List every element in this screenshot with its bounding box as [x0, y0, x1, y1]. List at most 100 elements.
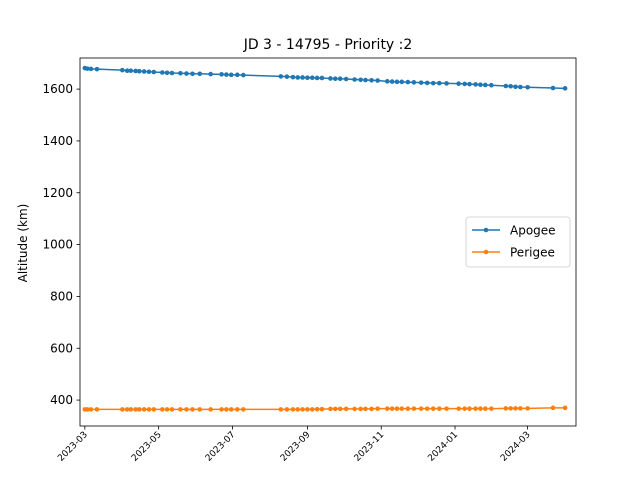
- y-tick-label: 1600: [42, 82, 73, 96]
- data-point-apogee: [159, 70, 165, 75]
- data-point-perigee: [503, 406, 509, 411]
- data-point-perigee: [337, 406, 343, 412]
- data-point-perigee: [358, 406, 363, 412]
- data-point-perigee: [352, 406, 357, 412]
- data-point-apogee: [224, 72, 229, 77]
- data-point-apogee: [128, 68, 134, 73]
- data-point-perigee: [462, 406, 468, 411]
- data-point-apogee: [525, 84, 530, 90]
- data-point-perigee: [437, 406, 442, 411]
- data-point-perigee: [295, 407, 301, 412]
- data-point-apogee: [369, 77, 374, 83]
- data-point-perigee: [444, 406, 449, 411]
- data-point-perigee: [228, 407, 234, 412]
- data-point-apogee: [444, 81, 449, 86]
- data-point-apogee: [88, 66, 94, 72]
- data-point-perigee: [508, 406, 513, 411]
- data-point-apogee: [94, 66, 100, 72]
- data-point-apogee: [462, 81, 468, 87]
- data-point-perigee: [478, 406, 483, 411]
- data-point-apogee: [136, 68, 142, 74]
- data-point-perigee: [399, 406, 405, 411]
- data-point-perigee: [332, 406, 338, 412]
- data-point-perigee: [219, 407, 224, 412]
- data-point-apogee: [184, 71, 189, 76]
- data-point-perigee: [94, 407, 100, 412]
- data-point-perigee: [513, 406, 518, 411]
- axes-frame: [79, 57, 577, 427]
- data-point-apogee: [343, 76, 349, 82]
- data-point-perigee: [190, 407, 195, 412]
- data-point-perigee: [141, 407, 147, 412]
- data-point-perigee: [88, 407, 94, 412]
- data-point-apogee: [411, 80, 417, 85]
- data-point-perigee: [418, 406, 424, 411]
- data-point-perigee: [305, 407, 310, 412]
- data-point-apogee: [550, 85, 556, 91]
- data-point-apogee: [518, 84, 523, 90]
- data-point-apogee: [278, 74, 284, 79]
- data-point-perigee: [405, 406, 411, 411]
- data-point-apogee: [295, 75, 301, 80]
- data-point-apogee: [309, 75, 315, 80]
- data-point-apogee: [473, 82, 478, 87]
- data-point-perigee: [363, 406, 368, 412]
- data-point-perigee: [124, 407, 130, 412]
- data-point-apogee: [319, 75, 325, 81]
- data-point-perigee: [169, 407, 175, 412]
- data-point-apogee: [513, 84, 518, 90]
- data-point-apogee: [178, 70, 183, 76]
- data-point-apogee: [219, 72, 224, 77]
- data-point-apogee: [358, 77, 363, 83]
- data-point-apogee: [234, 72, 240, 78]
- data-point-perigee: [389, 406, 395, 411]
- data-point-perigee: [234, 407, 240, 412]
- data-point-apogee: [394, 79, 400, 85]
- data-point-perigee: [369, 406, 374, 412]
- data-point-perigee: [278, 407, 284, 412]
- y-tick-label: 400: [50, 393, 73, 407]
- data-point-apogee: [384, 79, 390, 84]
- data-point-apogee: [456, 81, 461, 86]
- data-point-perigee: [525, 406, 530, 411]
- data-point-apogee: [151, 69, 157, 75]
- data-point-apogee: [305, 75, 310, 80]
- data-point-perigee: [197, 407, 203, 412]
- data-point-perigee: [319, 406, 325, 412]
- y-tick-label: 1000: [42, 238, 73, 252]
- data-point-apogee: [375, 78, 380, 83]
- data-point-perigee: [300, 407, 305, 412]
- data-point-apogee: [120, 67, 125, 73]
- y-tick-label: 600: [50, 341, 73, 355]
- data-point-apogee: [133, 68, 138, 74]
- data-point-perigee: [467, 406, 472, 411]
- data-point-apogee: [430, 80, 436, 86]
- data-point-perigee: [241, 407, 246, 412]
- data-point-apogee: [141, 69, 147, 74]
- data-point-perigee: [424, 406, 430, 411]
- data-point-apogee: [124, 68, 130, 73]
- data-point-perigee: [290, 407, 296, 412]
- data-point-perigee: [343, 406, 349, 412]
- data-point-perigee: [84, 407, 90, 412]
- data-point-apogee: [508, 83, 513, 89]
- data-point-perigee: [309, 407, 315, 412]
- y-tick-label: 1400: [42, 134, 73, 148]
- data-point-perigee: [384, 406, 390, 411]
- legend: Apogee Perigee: [465, 216, 571, 268]
- data-point-perigee: [133, 407, 138, 412]
- y-tick-label: 1200: [42, 186, 73, 200]
- data-point-apogee: [337, 76, 343, 82]
- data-point-apogee: [482, 82, 488, 88]
- data-point-perigee: [184, 407, 189, 412]
- data-point-apogee: [352, 77, 357, 82]
- data-point-perigee: [489, 406, 494, 411]
- legend-label-perigee: Perigee: [510, 246, 555, 260]
- data-point-apogee: [241, 72, 246, 78]
- legend-marker-apogee: [483, 227, 489, 233]
- data-point-apogee: [164, 70, 170, 76]
- data-point-apogee: [197, 71, 203, 77]
- data-point-perigee: [375, 406, 380, 411]
- data-point-perigee: [456, 406, 461, 411]
- data-point-perigee: [136, 407, 142, 412]
